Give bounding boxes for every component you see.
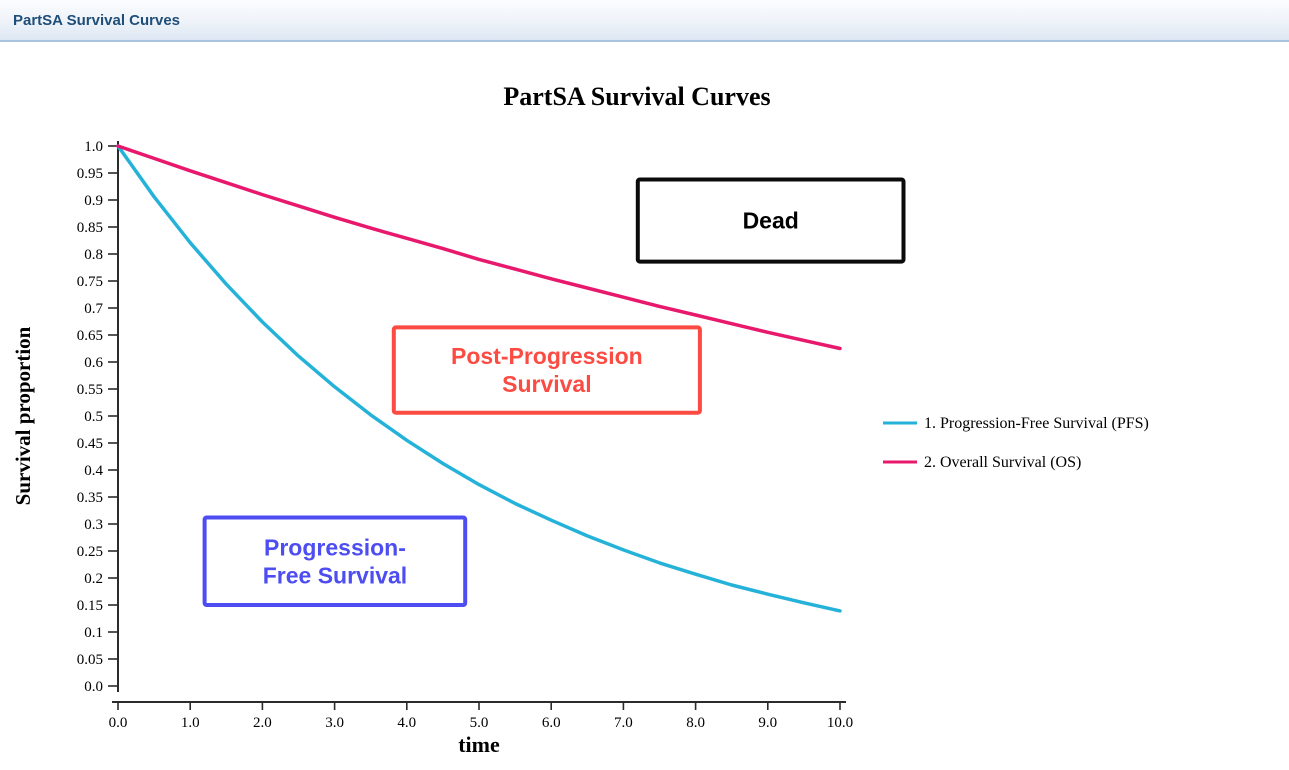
y-tick-label: 1.0 [84,139,103,155]
y-tick-label: 0.25 [77,544,103,560]
x-axis-label: time [458,732,500,757]
annotation-text-post-progression-survival: Post-Progression [451,343,643,369]
y-tick-label: 0.7 [84,301,103,317]
legend-label-2: 2. Overall Survival (OS) [924,454,1081,471]
y-tick-label: 0.15 [77,598,103,614]
survival-chart: PartSA Survival Curves Survival proportio… [11,82,1149,757]
annotation-text-dead: Dead [743,208,799,234]
x-tick-label: 0.0 [109,715,128,731]
y-tick-label: 0.2 [84,571,103,587]
x-tick-label: 10.0 [827,715,853,731]
panel-header: PartSA Survival Curves [0,0,1289,42]
annotation-text-progression-free-survival: Free Survival [263,562,407,588]
y-tick-label: 0.0 [84,679,103,695]
annotation-text-post-progression-survival: Survival [502,371,592,397]
y-tick-label: 0.6 [84,355,103,371]
series-line-2 [116,144,842,351]
x-tick-label: 5.0 [470,715,489,731]
chart-area: PartSA Survival Curves Survival proportio… [0,42,1289,768]
annotation-box-post-progression-survival [391,325,702,415]
x-tick-label: 9.0 [758,715,777,731]
y-tick-label: 0.65 [77,328,103,344]
y-tick-label: 0.8 [84,247,103,263]
y-tick-label: 0.85 [77,220,103,236]
y-tick-label: 0.75 [77,274,103,290]
annotation-text-progression-free-survival: Progression- [264,534,406,560]
x-tick-label: 3.0 [325,715,344,731]
y-tick-label: 0.9 [84,193,103,209]
x-tick-label: 8.0 [686,715,705,731]
y-axis-label: Survival proportion [11,326,35,505]
y-tick-label: 0.4 [84,463,103,479]
y-tick-label: 0.35 [77,490,103,506]
y-tick-label: 0.3 [84,517,103,533]
x-tick-label: 2.0 [253,715,272,731]
legend-label-1: 1. Progression-Free Survival (PFS) [924,415,1149,432]
x-tick-label: 6.0 [542,715,561,731]
y-tick-label: 0.45 [77,436,103,452]
annotation-box-dead [635,177,906,264]
x-tick-label: 7.0 [614,715,633,731]
x-tick-label: 4.0 [397,715,416,731]
y-tick-label: 0.55 [77,382,103,398]
annotation-box-progression-free-survival [202,515,468,607]
x-tick-label: 1.0 [181,715,200,731]
y-tick-label: 0.5 [84,409,103,425]
y-tick-label: 0.95 [77,166,103,182]
series-line-1 [116,144,842,613]
y-tick-label: 0.1 [84,625,103,641]
y-tick-label: 0.05 [77,652,103,668]
panel-title: PartSA Survival Curves [13,11,181,29]
chart-title: PartSA Survival Curves [503,82,770,111]
